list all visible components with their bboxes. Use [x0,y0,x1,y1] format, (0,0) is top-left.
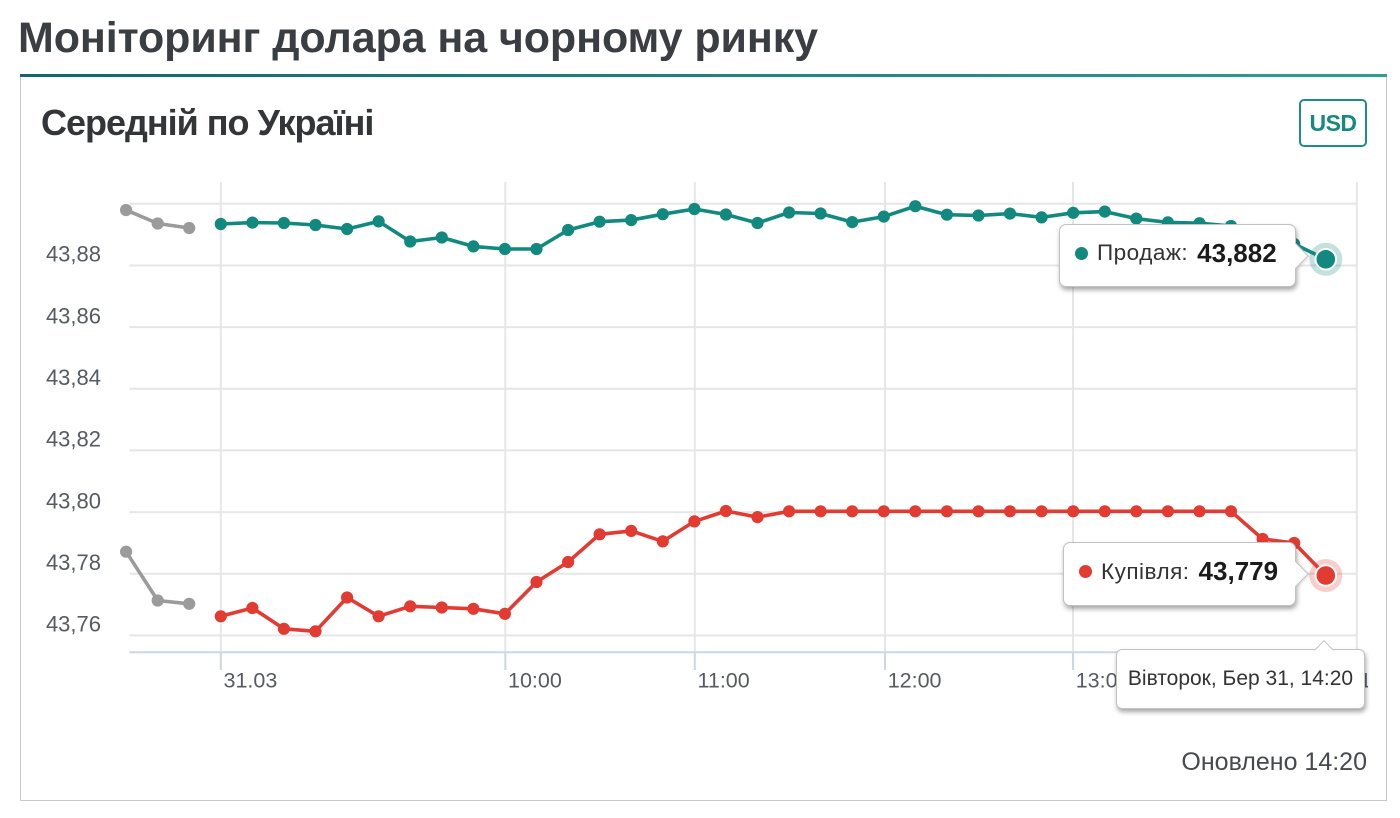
svg-text:43,80: 43,80 [46,488,101,513]
svg-text:11:00: 11:00 [698,669,750,693]
svg-text:43,86: 43,86 [46,303,101,328]
svg-text:43,88: 43,88 [46,242,101,267]
svg-text:31.03: 31.03 [224,669,278,693]
svg-text:43,84: 43,84 [46,365,101,390]
svg-text:12:00: 12:00 [888,669,942,693]
svg-text:43,76: 43,76 [46,612,101,637]
svg-text:14:30: 14:30 [1360,669,1400,693]
svg-text:43,82: 43,82 [46,427,101,452]
svg-text:43,78: 43,78 [46,550,101,575]
svg-text:10:00: 10:00 [508,669,562,693]
